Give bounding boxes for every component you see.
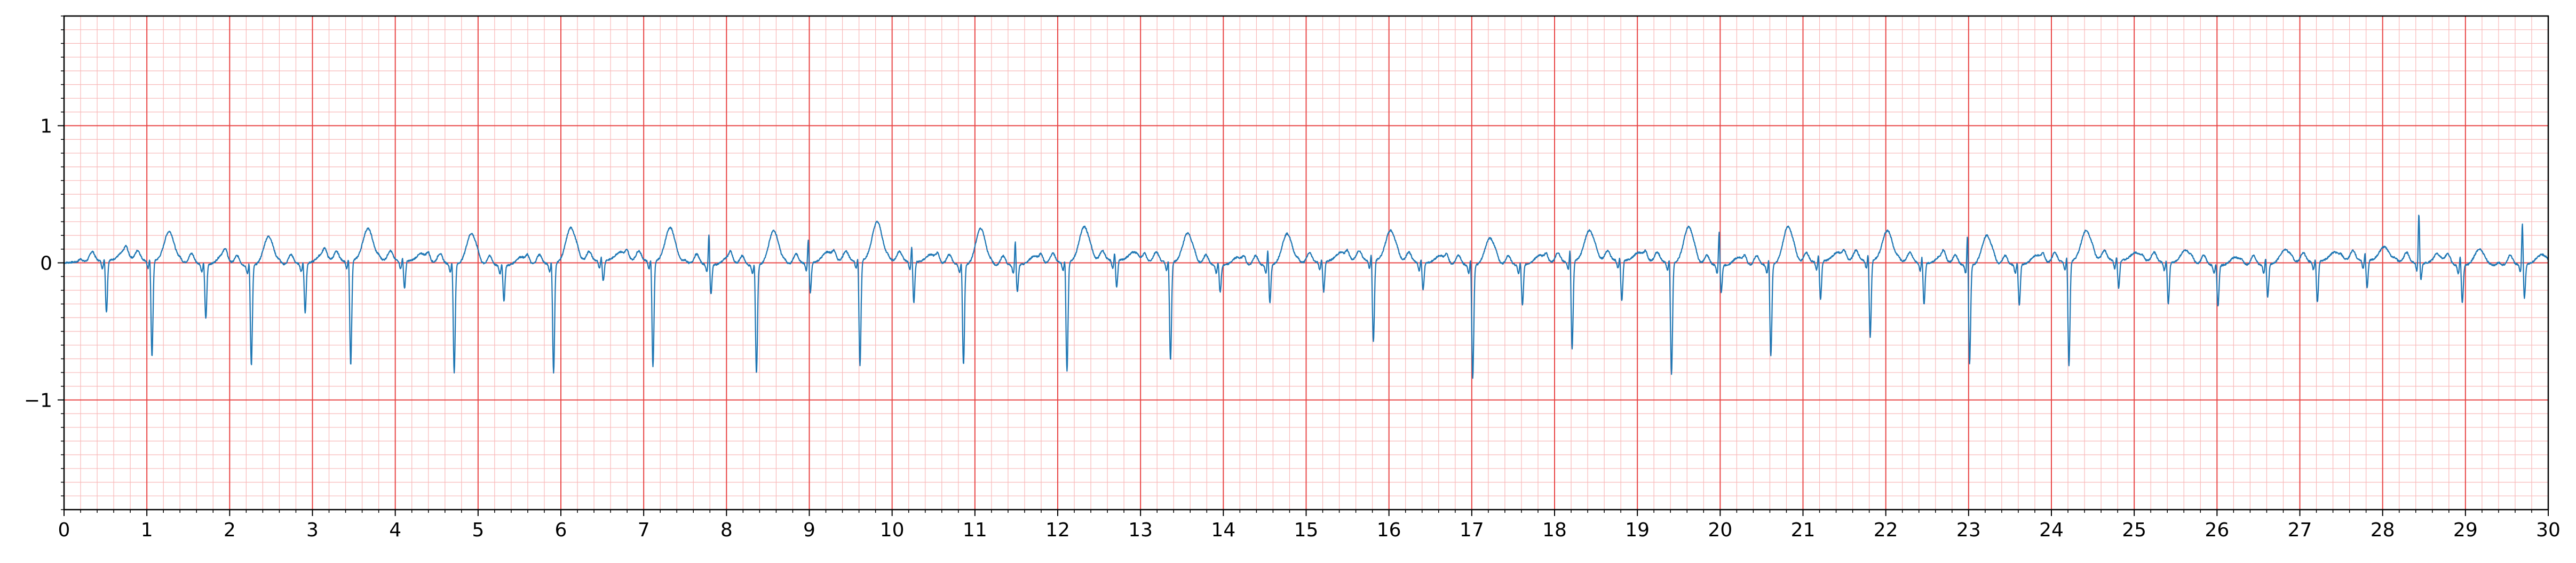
x-tick-label: 7 [638, 519, 650, 541]
x-tick-label: 24 [2039, 519, 2064, 541]
x-tick-label: 9 [803, 519, 815, 541]
x-tick-label: 12 [1045, 519, 1070, 541]
y-tick-label: 0 [40, 253, 52, 275]
y-tick-label: 1 [40, 116, 52, 138]
x-tick-label: 20 [1708, 519, 1732, 541]
x-tick-label: 6 [555, 519, 567, 541]
x-tick-label: 29 [2453, 519, 2478, 541]
x-tick-label: 11 [963, 519, 987, 541]
x-tick-label: 10 [880, 519, 905, 541]
x-tick-label: 13 [1128, 519, 1153, 541]
x-tick-label: 23 [1956, 519, 1981, 541]
x-tick-label: 28 [2371, 519, 2395, 541]
x-tick-label: 2 [224, 519, 236, 541]
x-tick-label: 17 [1460, 519, 1484, 541]
x-tick-label: 15 [1294, 519, 1319, 541]
x-tick-label: 19 [1625, 519, 1650, 541]
x-tick-label: 25 [2122, 519, 2146, 541]
x-tick-label: 8 [720, 519, 733, 541]
x-tick-label: 26 [2205, 519, 2229, 541]
y-tick-label: −1 [24, 390, 52, 411]
x-tick-label: 18 [1542, 519, 1567, 541]
y-axis: −1 0 1 [24, 16, 64, 510]
x-tick-label: 21 [1791, 519, 1816, 541]
x-axis: 0 1 2 3 4 5 6 7 8 9 10 11 12 13 14 15 16 17 18 19 20 21 22 23 24… [58, 510, 2561, 541]
x-tick-label: 27 [2288, 519, 2312, 541]
x-tick-label: 3 [306, 519, 319, 541]
x-tick-label: 1 [141, 519, 153, 541]
x-tick-label: 16 [1377, 519, 1401, 541]
x-tick-label: 0 [58, 519, 70, 541]
x-tick-label: 30 [2536, 519, 2561, 541]
x-tick-label: 5 [472, 519, 484, 541]
x-tick-label: 22 [1874, 519, 1898, 541]
x-tick-label: 14 [1211, 519, 1235, 541]
x-tick-label: 4 [389, 519, 401, 541]
